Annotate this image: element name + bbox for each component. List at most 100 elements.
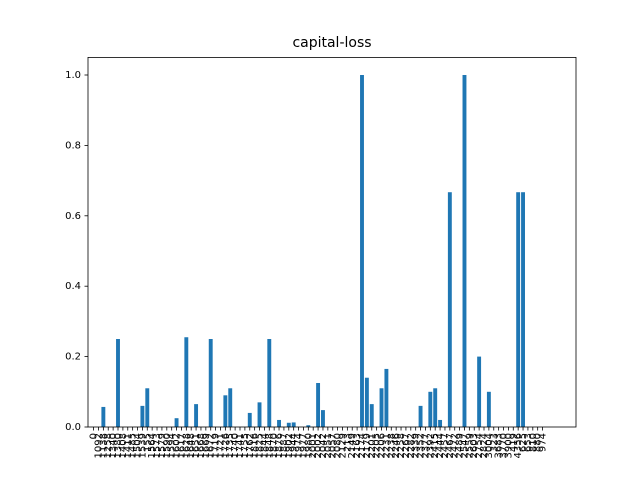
x-tick-label: 1668 xyxy=(196,433,207,458)
x-tick-label: 2559 xyxy=(464,433,475,458)
y-tick-label: 0.0 xyxy=(65,422,81,433)
x-tick-label: 2457 xyxy=(440,433,451,458)
y-tick-label: 1.0 xyxy=(65,70,81,81)
x-tick-label: 1825 xyxy=(255,433,266,458)
x-tick-label: 1848 xyxy=(264,433,275,458)
x-tick-label: 1617 xyxy=(176,433,187,458)
chart-title: capital-loss xyxy=(292,35,371,51)
bar xyxy=(194,404,199,427)
plot-frame xyxy=(87,57,577,428)
bar xyxy=(145,388,150,427)
x-tick-label: 2377 xyxy=(420,433,431,458)
bar xyxy=(247,412,252,427)
x-tick-label: 1755 xyxy=(240,433,251,458)
x-tick-label: 1735 xyxy=(225,433,236,458)
x-tick-label: 2205 xyxy=(372,433,383,458)
bar xyxy=(516,192,521,427)
y-tick-label: 0.6 xyxy=(65,211,81,222)
x-tick-label: 323 xyxy=(489,433,500,452)
bar xyxy=(364,377,369,427)
x-tick-label: 653 xyxy=(523,433,534,452)
x-tick-label: 4356 xyxy=(513,433,524,458)
bar xyxy=(140,405,145,427)
bar xyxy=(477,356,482,427)
x-tick-label: 1594 xyxy=(167,433,178,458)
bar xyxy=(291,422,296,427)
x-tick-label: 2080 xyxy=(333,433,344,458)
x-tick-label: 1816 xyxy=(250,433,261,458)
x-tick-label: 2258 xyxy=(396,433,407,458)
x-tick-label: 2415 xyxy=(430,433,441,458)
x-tick-label: 2238 xyxy=(386,433,397,458)
bar xyxy=(462,75,467,427)
x-tick-label: 1721 xyxy=(215,433,226,458)
x-tick-label: 2051 xyxy=(323,433,334,458)
x-tick-label: 0 xyxy=(89,433,100,439)
x-tick-label: 1974 xyxy=(294,433,305,458)
x-tick-label: 1258 xyxy=(103,433,114,458)
x-tick-label: 1651 xyxy=(191,433,202,458)
x-tick-label: 2057 xyxy=(328,433,339,458)
x-tick-label: 2179 xyxy=(362,433,373,458)
x-tick-label: 1719 xyxy=(211,433,222,458)
x-tick-label: 1340 xyxy=(108,433,119,458)
x-tick-label: 1762 xyxy=(245,433,256,458)
x-tick-label: 1902 xyxy=(284,433,295,458)
bar xyxy=(316,383,321,427)
x-tick-label: 3004 xyxy=(484,433,495,458)
x-tick-label: 2352 xyxy=(416,433,427,458)
x-tick-label: 1380 xyxy=(113,433,124,458)
bar xyxy=(321,410,325,427)
bar xyxy=(184,337,189,427)
x-tick-label: 1579 xyxy=(157,433,168,458)
x-tick-label: 1887 xyxy=(279,433,290,458)
x-tick-label: 2603 xyxy=(469,433,480,458)
bar xyxy=(447,192,452,427)
bar xyxy=(208,339,213,427)
x-tick-label: 2467 xyxy=(445,433,456,458)
x-tick-label: 2201 xyxy=(367,433,378,458)
bar xyxy=(267,339,272,427)
x-tick-label: 1628 xyxy=(181,433,192,458)
x-tick-label: 419 xyxy=(508,433,519,452)
x-tick-label: 2547 xyxy=(459,433,470,458)
bar xyxy=(486,391,491,427)
x-tick-label: 2246 xyxy=(391,433,402,458)
x-tick-label: 2472 xyxy=(450,433,461,458)
x-tick-label: 3770 xyxy=(499,433,510,458)
bar xyxy=(428,391,433,427)
x-tick-label: 2001 xyxy=(308,433,319,458)
x-tick-label: 1876 xyxy=(274,433,285,458)
x-tick-label: 1844 xyxy=(259,433,270,458)
x-tick-label: 2174 xyxy=(357,433,368,458)
bar xyxy=(223,395,228,427)
bar xyxy=(101,406,106,427)
bar xyxy=(306,425,311,427)
x-tick-label: 2339 xyxy=(411,433,422,458)
bar xyxy=(433,388,438,427)
x-tick-label: 2206 xyxy=(377,433,388,458)
x-tick-label: 2042 xyxy=(318,433,329,458)
bar xyxy=(369,404,374,427)
x-tick-label: 2163 xyxy=(352,433,363,458)
bar xyxy=(360,75,364,427)
bar xyxy=(277,419,281,427)
x-tick-label: 1485 xyxy=(128,433,139,458)
x-tick-label: 810 xyxy=(528,433,539,452)
x-tick-label: 974 xyxy=(538,433,549,452)
y-tick-label: 0.4 xyxy=(65,281,81,292)
x-tick-label: 1741 xyxy=(235,433,246,458)
x-tick-label: 1980 xyxy=(303,433,314,458)
bar xyxy=(418,405,423,427)
x-tick-label: 1573 xyxy=(152,433,163,458)
x-tick-label: 880 xyxy=(533,433,544,452)
x-tick-label: 2267 xyxy=(401,433,412,458)
x-tick-label: 1138 xyxy=(98,433,109,458)
x-tick-label: 155 xyxy=(142,433,153,452)
x-tick-label: 1602 xyxy=(172,433,183,458)
y-tick-label: 0.8 xyxy=(65,140,81,151)
x-tick-label: 1590 xyxy=(162,433,173,458)
x-tick-label: 1504 xyxy=(133,433,144,458)
